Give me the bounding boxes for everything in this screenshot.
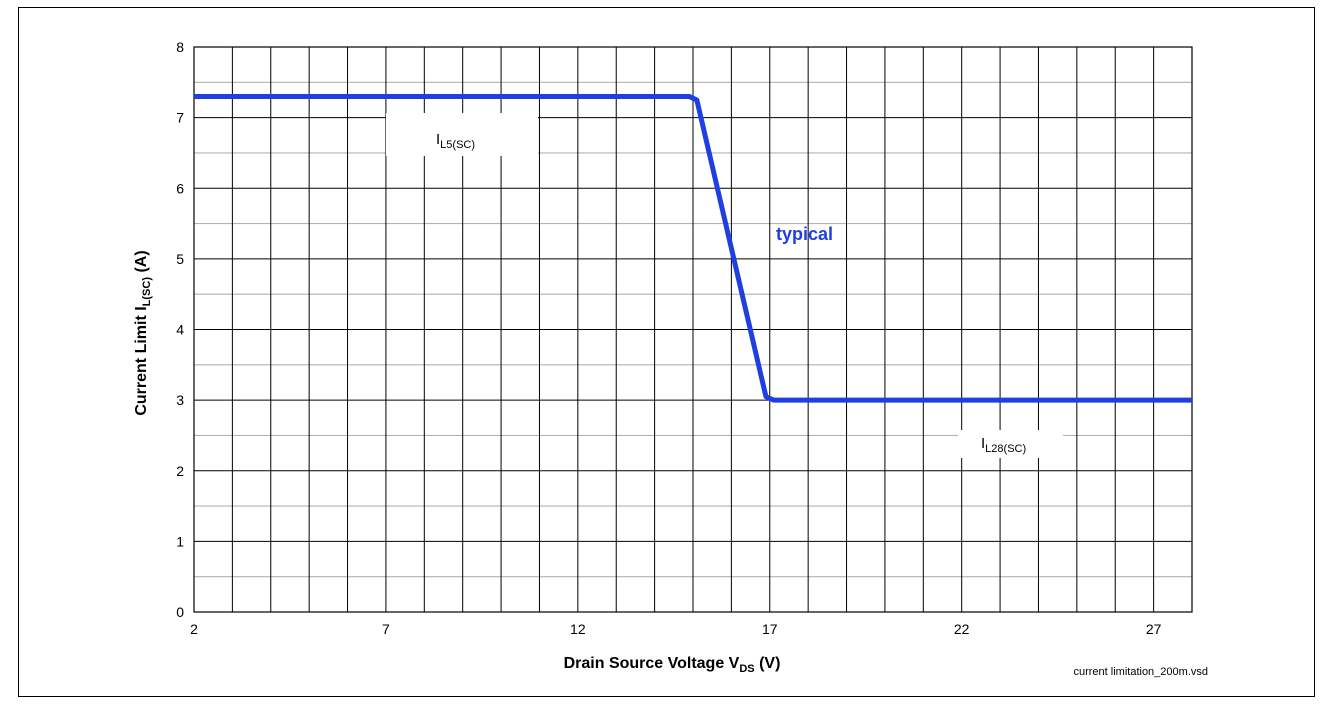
y-tick-labels: 0 1 2 3 4 5 6 7 8 xyxy=(176,39,184,620)
y-tick-label: 1 xyxy=(176,533,184,549)
x-tick-labels: 2 7 12 17 22 27 xyxy=(190,621,1162,637)
typical-label: typical xyxy=(776,224,833,244)
y-tick-label: 7 xyxy=(176,110,184,126)
x-tick-label: 12 xyxy=(570,621,586,637)
y-tick-label: 8 xyxy=(176,39,184,55)
x-tick-label: 17 xyxy=(762,621,778,637)
y-tick-label: 6 xyxy=(176,180,184,196)
x-tick-label: 27 xyxy=(1146,621,1162,637)
il5-label: IL5(SC) xyxy=(436,131,475,151)
il5-label-box xyxy=(386,113,538,156)
il28-label: IL28(SC) xyxy=(981,435,1026,455)
il28-label-box xyxy=(958,430,1063,458)
series-group xyxy=(194,93,1192,403)
y-tick-label: 2 xyxy=(176,463,184,479)
x-tick-label: 22 xyxy=(954,621,970,637)
y-tick-label: 5 xyxy=(176,251,184,267)
file-name-caption: current limitation_200m.vsd xyxy=(1073,666,1208,678)
y-tick-label: 0 xyxy=(176,604,184,620)
x-tick-label: 2 xyxy=(190,621,198,637)
series-line-typical xyxy=(194,93,1192,403)
plot-border xyxy=(193,46,1193,613)
major-gridlines xyxy=(194,47,1192,612)
y-tick-label: 4 xyxy=(176,322,184,338)
y-tick-label: 3 xyxy=(176,392,184,408)
x-tick-label: 7 xyxy=(382,621,390,637)
x-axis-title: Drain Source Voltage VDS (V) xyxy=(564,655,781,675)
y-axis-title: Current Limit IL(SC) (A) xyxy=(133,250,153,415)
chart-frame xyxy=(18,7,1315,697)
